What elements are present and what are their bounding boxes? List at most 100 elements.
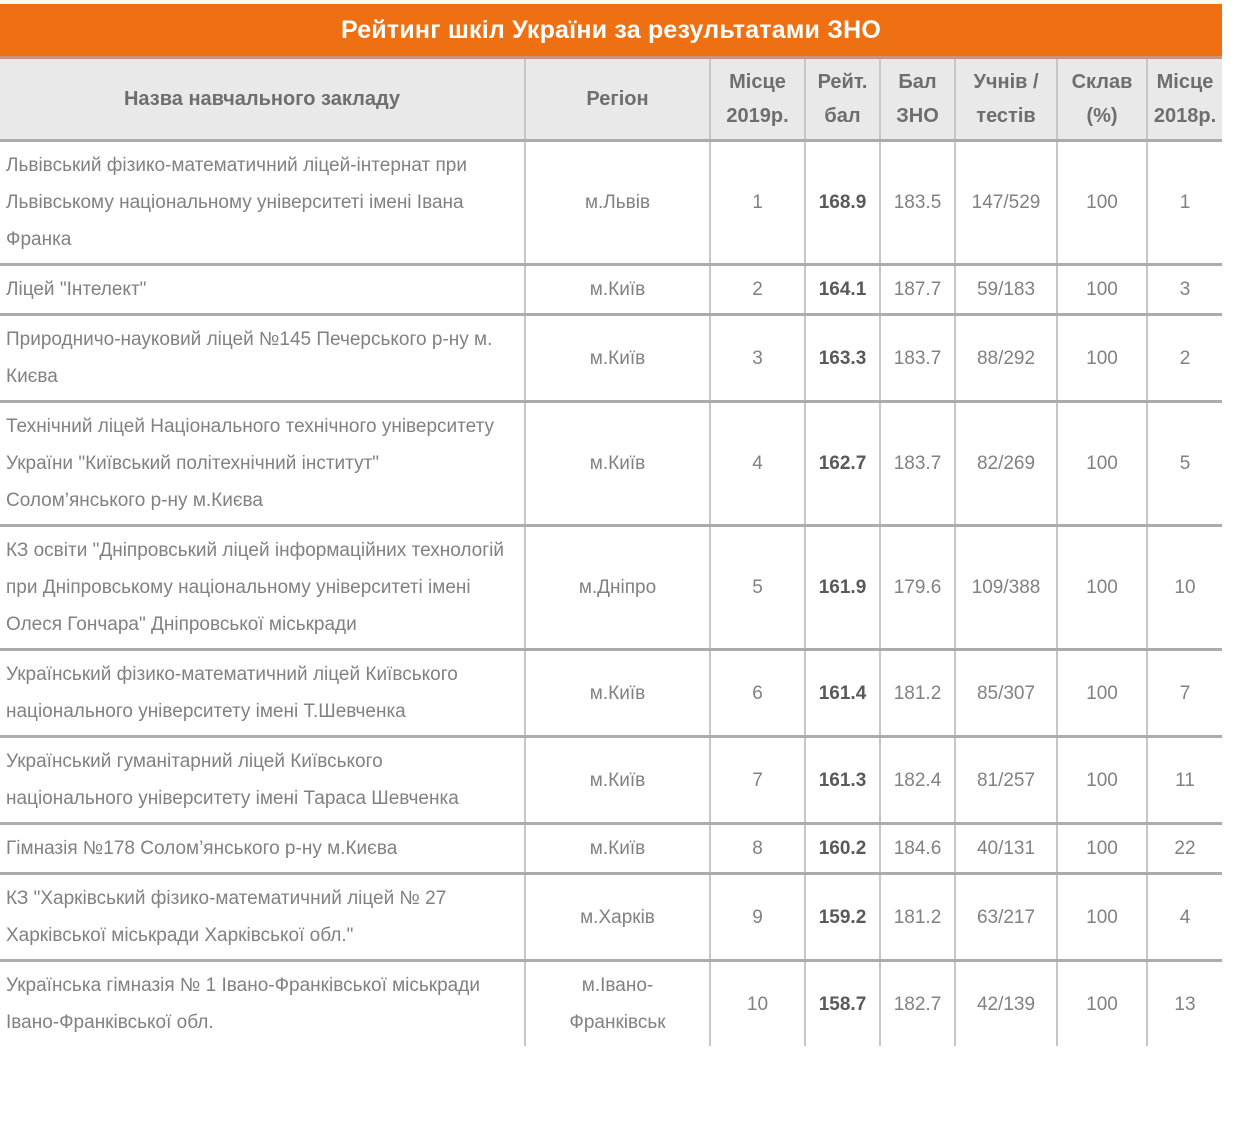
region-cell: м.Київ: [524, 263, 710, 315]
students-tests-cell: 109/388: [954, 524, 1057, 650]
rating-score-cell: 162.7: [804, 400, 880, 526]
rating-score-cell: 163.3: [804, 313, 880, 402]
place-2018-cell: 3: [1146, 263, 1222, 315]
table-row: Природничо-науковий ліцей №145 Печерсько…: [0, 313, 1222, 402]
passed-pct-cell: 100: [1056, 822, 1147, 874]
place-2018-cell: 10: [1146, 524, 1222, 650]
table-header-row: Назва навчального закладу Регіон Місце 201…: [0, 59, 1222, 141]
passed-pct-cell: 100: [1056, 524, 1147, 650]
page: Рейтинг шкіл України за результатами ЗНО…: [0, 0, 1222, 1046]
school-name-cell: КЗ "Харківський фізико-математичний ліце…: [0, 872, 525, 961]
students-tests-cell: 81/257: [954, 735, 1057, 824]
rating-score-cell: 161.3: [804, 735, 880, 824]
place-2018-cell: 4: [1146, 872, 1222, 961]
place-2018-cell: 7: [1146, 648, 1222, 737]
zno-score-cell: 184.6: [879, 822, 955, 874]
rating-score-cell: 161.4: [804, 648, 880, 737]
zno-score-cell: 181.2: [879, 648, 955, 737]
column-header-passed_pct: Склав (%): [1056, 59, 1147, 141]
region-cell: м.Харків: [524, 872, 710, 961]
students-tests-cell: 40/131: [954, 822, 1057, 874]
students-tests-cell: 85/307: [954, 648, 1057, 737]
passed-pct-cell: 100: [1056, 313, 1147, 402]
zno-score-cell: 183.5: [879, 139, 955, 265]
table-row: Технічний ліцей Національного технічного…: [0, 400, 1222, 526]
table-row: Український фізико-математичний ліцей Ки…: [0, 648, 1222, 737]
page-title: Рейтинг шкіл України за результатами ЗНО: [340, 15, 882, 44]
zno-score-cell: 182.4: [879, 735, 955, 824]
zno-score-cell: 181.2: [879, 872, 955, 961]
place-2018-cell: 1: [1146, 139, 1222, 265]
passed-pct-cell: 100: [1056, 872, 1147, 961]
school-rankings-table: Назва навчального закладу Регіон Місце 201…: [0, 59, 1222, 1046]
table-row: Українська гімназія № 1 Івано-Франківськ…: [0, 959, 1222, 1046]
rating-score-cell: 160.2: [804, 822, 880, 874]
school-name-cell: Українська гімназія № 1 Івано-Франківськ…: [0, 959, 525, 1046]
column-header-name: Назва навчального закладу: [0, 59, 525, 141]
region-cell: м.Київ: [524, 648, 710, 737]
school-name-cell: Український фізико-математичний ліцей Ки…: [0, 648, 525, 737]
table-row: Львівський фізико-математичний ліцей-інт…: [0, 139, 1222, 265]
passed-pct-cell: 100: [1056, 648, 1147, 737]
place-2019-cell: 8: [709, 822, 805, 874]
school-name-cell: КЗ освіти "Дніпровський ліцей інформацій…: [0, 524, 525, 650]
place-2018-cell: 11: [1146, 735, 1222, 824]
title-bar: Рейтинг шкіл України за результатами ЗНО: [0, 4, 1222, 59]
school-name-cell: Ліцей "Інтелект": [0, 263, 525, 315]
top-strip-divider: [0, 0, 1222, 4]
school-name-cell: Технічний ліцей Національного технічного…: [0, 400, 525, 526]
passed-pct-cell: 100: [1056, 400, 1147, 526]
column-header-place_2018: Місце 2018р.: [1146, 59, 1222, 141]
column-header-region: Регіон: [524, 59, 710, 141]
region-cell: м.Івано-Франківськ: [524, 959, 710, 1046]
column-header-zno: Бал ЗНО: [879, 59, 955, 141]
place-2018-cell: 5: [1146, 400, 1222, 526]
passed-pct-cell: 100: [1056, 139, 1147, 265]
zno-score-cell: 187.7: [879, 263, 955, 315]
rating-score-cell: 164.1: [804, 263, 880, 315]
region-cell: м.Київ: [524, 400, 710, 526]
place-2019-cell: 7: [709, 735, 805, 824]
place-2019-cell: 4: [709, 400, 805, 526]
region-cell: м.Київ: [524, 735, 710, 824]
zno-score-cell: 183.7: [879, 400, 955, 526]
region-cell: м.Київ: [524, 822, 710, 874]
rating-score-cell: 168.9: [804, 139, 880, 265]
table-row: Ліцей "Інтелект" м.Київ 2 164.1 187.7 59…: [0, 263, 1222, 315]
place-2019-cell: 10: [709, 959, 805, 1046]
region-cell: м.Дніпро: [524, 524, 710, 650]
region-cell: м.Київ: [524, 313, 710, 402]
zno-score-cell: 179.6: [879, 524, 955, 650]
rating-score-cell: 161.9: [804, 524, 880, 650]
place-2018-cell: 2: [1146, 313, 1222, 402]
rating-score-cell: 158.7: [804, 959, 880, 1046]
table-row: Гімназія №178 Солом’янського р-ну м.Києв…: [0, 822, 1222, 874]
school-name-cell: Львівський фізико-математичний ліцей-інт…: [0, 139, 525, 265]
place-2019-cell: 3: [709, 313, 805, 402]
place-2019-cell: 1: [709, 139, 805, 265]
students-tests-cell: 42/139: [954, 959, 1057, 1046]
table-row: КЗ освіти "Дніпровський ліцей інформацій…: [0, 524, 1222, 650]
table-row: Український гуманітарний ліцей Київськог…: [0, 735, 1222, 824]
passed-pct-cell: 100: [1056, 263, 1147, 315]
students-tests-cell: 88/292: [954, 313, 1057, 402]
table-row: КЗ "Харківський фізико-математичний ліце…: [0, 872, 1222, 961]
place-2018-cell: 13: [1146, 959, 1222, 1046]
column-header-rating: Рейт. бал: [804, 59, 880, 141]
students-tests-cell: 82/269: [954, 400, 1057, 526]
place-2019-cell: 9: [709, 872, 805, 961]
school-name-cell: Гімназія №178 Солом’янського р-ну м.Києв…: [0, 822, 525, 874]
place-2019-cell: 5: [709, 524, 805, 650]
passed-pct-cell: 100: [1056, 735, 1147, 824]
students-tests-cell: 147/529: [954, 139, 1057, 265]
school-name-cell: Український гуманітарний ліцей Київськог…: [0, 735, 525, 824]
zno-score-cell: 183.7: [879, 313, 955, 402]
students-tests-cell: 59/183: [954, 263, 1057, 315]
region-cell: м.Львів: [524, 139, 710, 265]
rating-score-cell: 159.2: [804, 872, 880, 961]
school-name-cell: Природничо-науковий ліцей №145 Печерсько…: [0, 313, 525, 402]
column-header-students_tests: Учнів / тестів: [954, 59, 1057, 141]
place-2018-cell: 22: [1146, 822, 1222, 874]
passed-pct-cell: 100: [1056, 959, 1147, 1046]
column-header-place_2019: Місце 2019р.: [709, 59, 805, 141]
